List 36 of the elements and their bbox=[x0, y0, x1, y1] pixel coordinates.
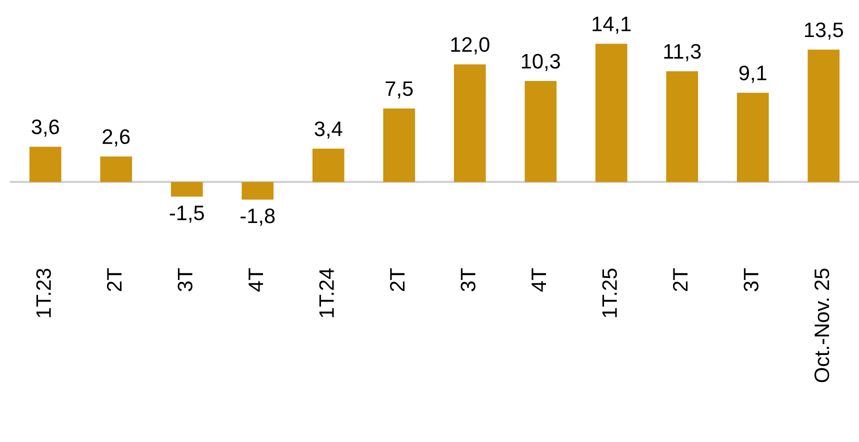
x-tick-label: 2T bbox=[390, 268, 405, 292]
data-label: -1,5 bbox=[170, 206, 204, 223]
bar bbox=[808, 50, 840, 182]
bar bbox=[383, 108, 416, 182]
x-tick-label: Oct.-Nov. 25 bbox=[814, 268, 830, 382]
x-tick-label: 1T.23 bbox=[36, 268, 51, 318]
data-label: 13,5 bbox=[804, 22, 844, 40]
data-label: 12,0 bbox=[451, 37, 490, 54]
data-label: 14,1 bbox=[592, 16, 631, 34]
x-tick-label: 1T.25 bbox=[602, 268, 617, 318]
x-tick-label: 3T bbox=[460, 268, 476, 292]
data-label: 3,6 bbox=[32, 119, 59, 137]
x-tick-label: 4T bbox=[248, 268, 264, 292]
bar bbox=[100, 156, 132, 182]
bar bbox=[666, 71, 698, 182]
data-label: -1,8 bbox=[240, 208, 275, 226]
data-label: 7,5 bbox=[386, 81, 413, 98]
bar bbox=[454, 64, 486, 182]
bar bbox=[312, 148, 344, 182]
x-tick-label: 4T bbox=[532, 268, 546, 292]
x-tick-label: 3T bbox=[744, 268, 758, 292]
bar bbox=[242, 182, 274, 200]
bar bbox=[524, 81, 557, 182]
x-tick-label: 2T bbox=[672, 268, 688, 292]
x-tick-label: 2T bbox=[106, 268, 122, 292]
data-label: 11,3 bbox=[664, 44, 701, 62]
x-tick-label: 3T bbox=[178, 268, 192, 292]
data-label: 3,4 bbox=[314, 121, 342, 139]
bar bbox=[170, 182, 203, 197]
bar bbox=[595, 44, 628, 182]
bar bbox=[736, 92, 769, 182]
bar bbox=[29, 146, 62, 182]
x-tick-label: 1T.24 bbox=[319, 268, 334, 318]
data-label: 10,3 bbox=[522, 54, 560, 72]
data-label: 2,6 bbox=[102, 129, 130, 146]
data-label: 9,1 bbox=[739, 66, 766, 83]
